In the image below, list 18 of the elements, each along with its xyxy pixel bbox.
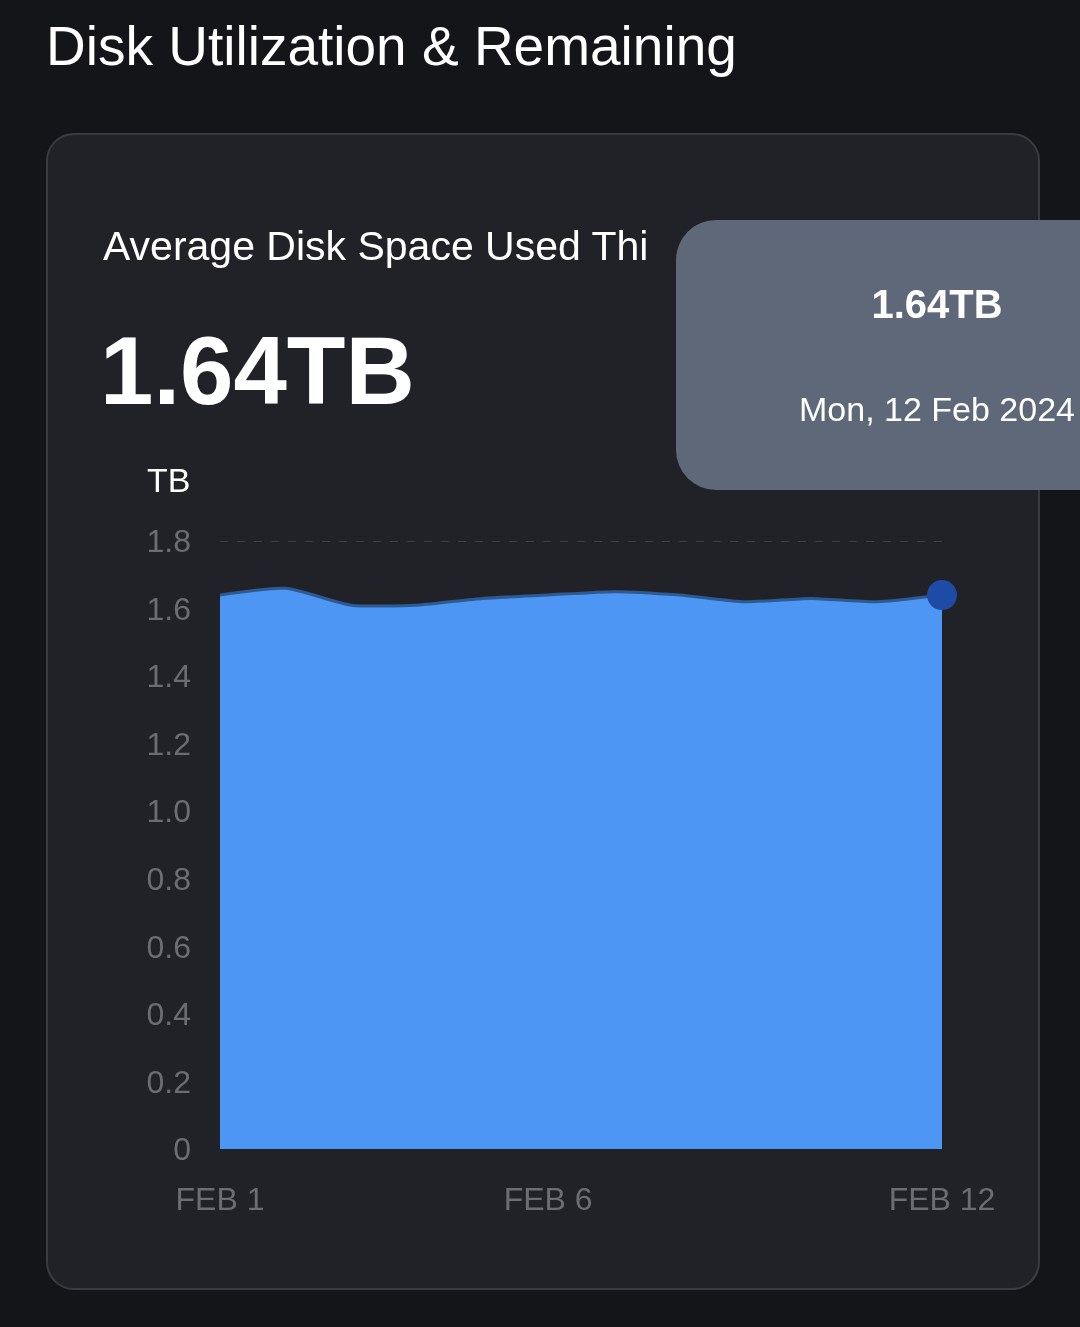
y-tick-label: 0.8 (146, 860, 191, 897)
y-tick-label: 1.8 (146, 523, 191, 560)
x-tick-label: FEB 12 (888, 1181, 996, 1217)
x-tick-label: FEB 1 (175, 1181, 265, 1217)
x-tick-label: FEB 6 (503, 1181, 593, 1217)
chart-subtitle: Average Disk Space Used Thi (103, 223, 649, 270)
y-tick-label: 1.0 (146, 793, 191, 830)
y-tick-label: 0.6 (146, 928, 191, 965)
y-tick-label: 0.2 (146, 1063, 191, 1100)
y-tick-label: 1.2 (146, 725, 191, 762)
y-axis-title: TB (147, 461, 191, 499)
chart-title: Disk Utilization & Remaining (46, 15, 737, 77)
text: 1.64TB (100, 317, 415, 424)
y-tick-label: 0.4 (146, 996, 191, 1033)
tooltip-box: 1.64TB Mon, 12 Feb 2024 (676, 220, 1080, 490)
y-tick-label: 1.4 (146, 658, 191, 695)
y-tick-label: 1.6 (146, 590, 191, 627)
y-tick-label: 0 (173, 1131, 191, 1168)
